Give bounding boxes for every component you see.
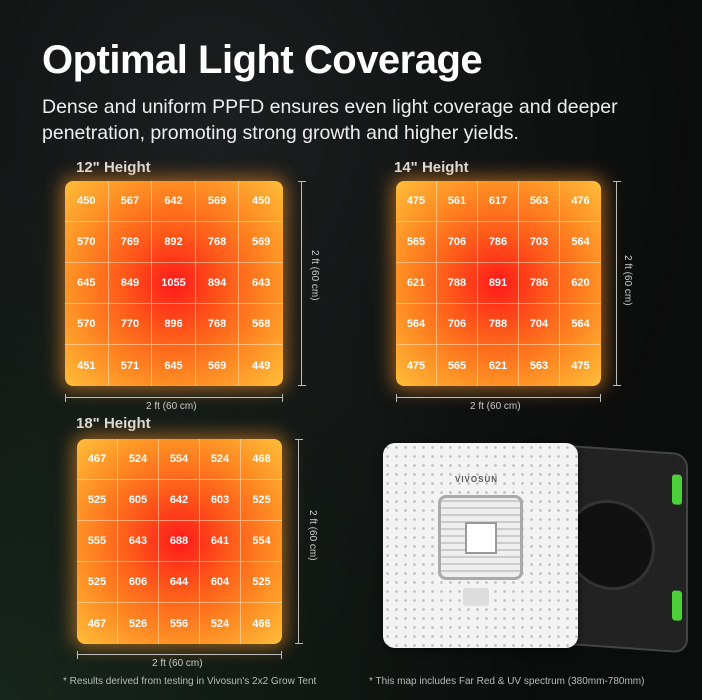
ppfd-cell: 475	[396, 181, 437, 222]
ppfd-cell: 564	[560, 222, 601, 263]
ppfd-cell: 641	[200, 521, 241, 562]
brand-logo: VIVOSUN	[455, 475, 499, 484]
height-label: 2 ft (60 cm)	[307, 510, 318, 561]
ppfd-cell: 524	[200, 439, 241, 480]
ppfd-cell: 524	[200, 603, 241, 644]
ppfd-cell: 644	[159, 562, 200, 603]
ppfd-cell: 525	[241, 562, 282, 603]
height-dimension	[613, 181, 621, 386]
ppfd-cell: 604	[200, 562, 241, 603]
width-dimension	[77, 651, 282, 659]
ppfd-cell: 606	[118, 562, 159, 603]
ppfd-cell: 642	[159, 480, 200, 521]
ppfd-cell: 645	[65, 263, 109, 304]
ppfd-cell: 450	[65, 181, 109, 222]
ppfd-cell: 621	[478, 345, 519, 386]
ppfd-cell: 564	[396, 304, 437, 345]
ppfd-cell: 468	[241, 439, 282, 480]
height-label: 2 ft (60 cm)	[622, 255, 633, 306]
ppfd-cell: 570	[65, 304, 109, 345]
ppfd-cell: 896	[152, 304, 196, 345]
page-title: Optimal Light Coverage	[42, 38, 483, 82]
map-12-label: 12" Height	[76, 159, 151, 176]
ppfd-cell: 561	[437, 181, 478, 222]
ppfd-cell: 706	[437, 304, 478, 345]
width-label: 2 ft (60 cm)	[146, 401, 197, 412]
ppfd-cell: 556	[159, 603, 200, 644]
ppfd-cell: 569	[196, 345, 240, 386]
ppfd-cell: 563	[519, 181, 560, 222]
grow-light-product-image: VIVOSUN	[383, 442, 693, 663]
ppfd-cell: 786	[519, 263, 560, 304]
ppfd-cell: 703	[519, 222, 560, 263]
ppfd-cell: 891	[478, 263, 519, 304]
ppfd-cell: 466	[252, 617, 271, 630]
ppfd-cell: 568	[239, 304, 283, 345]
ppfd-cell: 643	[239, 263, 283, 304]
ppfd-cell: 555	[77, 521, 118, 562]
ppfd-cell: 564	[560, 304, 601, 345]
ppfd-cell: 621	[396, 263, 437, 304]
ppfd-cell: 1055	[152, 263, 196, 304]
ppfd-cell: 525	[77, 562, 118, 603]
ppfd-cell: 476	[560, 181, 601, 222]
ppfd-cell: 563	[519, 345, 560, 386]
ppfd-cell: 467	[77, 603, 118, 644]
ppfd-cell: 569	[195, 181, 240, 222]
ppfd-cell: 786	[478, 222, 519, 263]
ppfd-cell: 894	[195, 263, 240, 304]
ppfd-cell: 770	[108, 304, 153, 345]
ppfd-cell: 620	[560, 263, 601, 304]
width-label: 2 ft (60 cm)	[470, 401, 521, 412]
footnote-spectrum: * This map includes Far Red & UV spectru…	[369, 676, 645, 687]
ppfd-cell: 642	[152, 181, 196, 222]
ppfd-cell: 768	[195, 304, 240, 345]
ppfd-cell: 475	[396, 345, 437, 386]
ppfd-cell: 788	[478, 304, 519, 345]
width-dimension	[396, 394, 601, 402]
ppfd-cell: 892	[152, 222, 196, 263]
width-label: 2 ft (60 cm)	[152, 658, 203, 669]
ppfd-map-14in: 475 561 617 563 476 565 706 786 703 564 621 788 891 7…	[396, 181, 601, 386]
ppfd-cell: 688	[159, 521, 200, 562]
subtitle: Dense and uniform PPFD ensures even ligh…	[42, 96, 618, 144]
ppfd-cell: 565	[437, 345, 478, 386]
ppfd-cell: 643	[118, 521, 159, 562]
ppfd-cell: 525	[241, 480, 282, 521]
ppfd-map-12in: 450 567 642 569 450 570 769 892 768 569 645 849 1055…	[65, 181, 283, 386]
ppfd-cell: 849	[108, 263, 153, 304]
ppfd-cell: 450	[239, 181, 283, 222]
map-14-label: 14" Height	[394, 159, 469, 176]
map-18-label: 18" Height	[76, 415, 151, 432]
ppfd-cell: 645	[152, 345, 196, 386]
ppfd-map-18in: 467 524 554 524 468 525 605 642 603 525 555 643 688 6…	[77, 439, 282, 644]
ppfd-cell: 569	[239, 222, 283, 263]
ppfd-cell: 449	[252, 359, 271, 372]
ppfd-cell: 526	[118, 603, 159, 644]
ppfd-cell: 605	[118, 480, 159, 521]
ppfd-cell: 567	[108, 181, 153, 222]
ppfd-cell: 554	[159, 439, 200, 480]
ppfd-cell: 571	[109, 345, 153, 386]
ppfd-cell: 768	[195, 222, 240, 263]
ppfd-cell: 475	[571, 359, 590, 372]
ppfd-cell: 525	[77, 480, 118, 521]
ppfd-cell: 467	[77, 439, 118, 480]
ppfd-cell: 617	[478, 181, 519, 222]
ppfd-cell: 706	[437, 222, 478, 263]
height-dimension	[298, 181, 306, 386]
ppfd-cell: 554	[241, 521, 282, 562]
ppfd-cell: 788	[437, 263, 478, 304]
ppfd-cell: 603	[200, 480, 241, 521]
ppfd-cell: 524	[118, 439, 159, 480]
ppfd-cell: 570	[65, 222, 109, 263]
height-label: 2 ft (60 cm)	[309, 250, 320, 301]
ppfd-cell: 769	[108, 222, 153, 263]
ppfd-cell: 704	[519, 304, 560, 345]
ppfd-cell: 451	[65, 345, 109, 386]
footnote-testing: * Results derived from testing in Vivosu…	[63, 676, 317, 687]
ppfd-cell: 565	[396, 222, 437, 263]
height-dimension	[295, 439, 303, 644]
width-dimension	[65, 394, 283, 402]
